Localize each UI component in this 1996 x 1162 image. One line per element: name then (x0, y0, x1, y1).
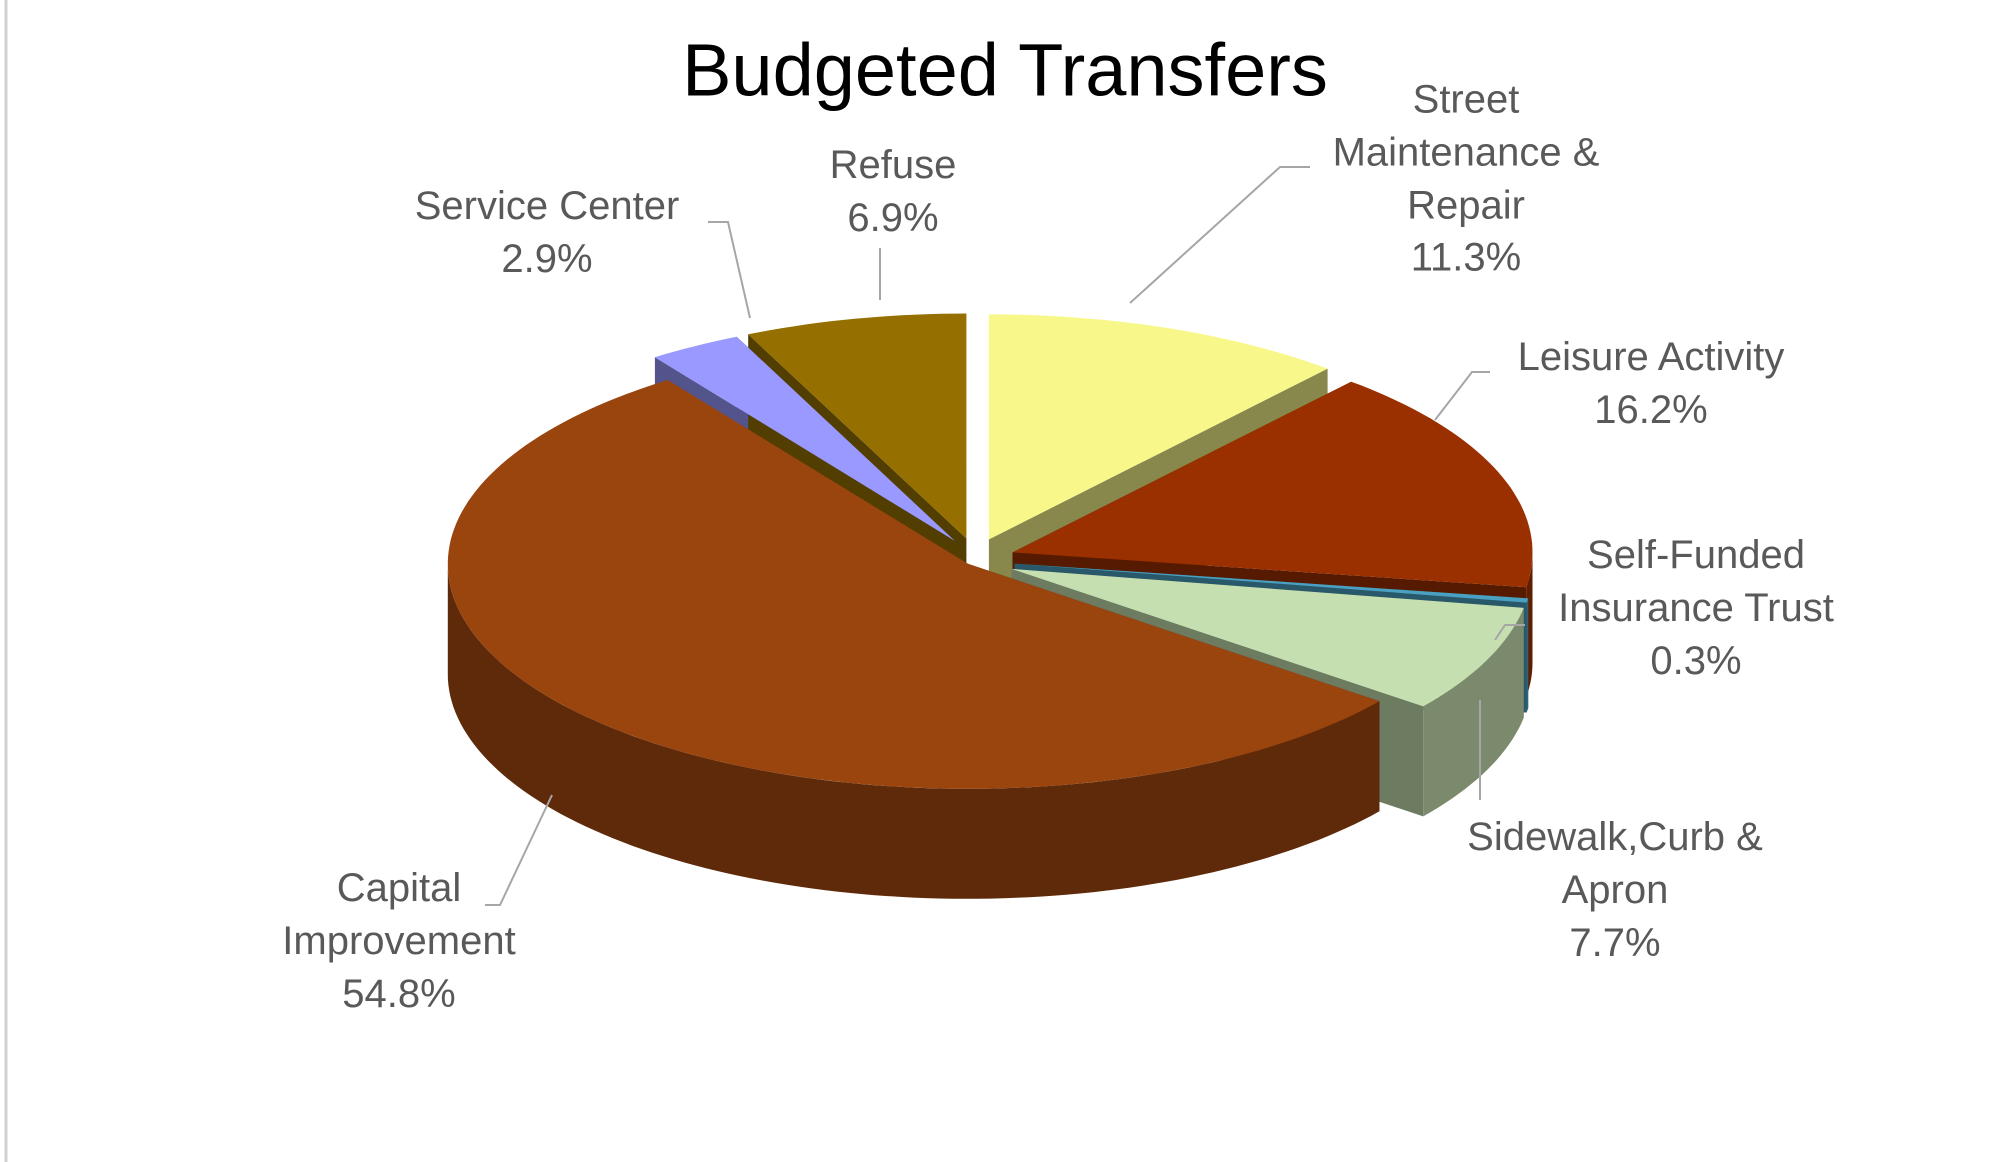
value-label: 16.2% (1594, 388, 1708, 432)
category-label: Sidewalk,Curb & Apron (1467, 814, 1763, 912)
slice (1014, 563, 1529, 603)
value-label: 6.9% (847, 196, 939, 240)
data-label: Sidewalk,Curb & Apron 7.7% (1430, 811, 1800, 969)
slice (447, 380, 1380, 789)
data-label: Capital Improvement 54.8% (274, 862, 524, 1020)
leader-line (708, 221, 751, 319)
leader-line (1434, 371, 1490, 421)
data-label: Self-Funded Insurance Trust 0.3% (1521, 529, 1871, 687)
data-label: Refuse 6.9% (743, 139, 1043, 245)
leader-line (1494, 624, 1525, 641)
slice-side (447, 563, 1380, 899)
slice-side (1423, 607, 1524, 817)
data-label: Leisure Activity 16.2% (1401, 331, 1901, 437)
slice (1012, 381, 1533, 588)
data-label: Street Maintenance & Repair 11.3% (1301, 73, 1631, 284)
category-label: Service Center (414, 184, 680, 229)
slice (654, 336, 955, 541)
leader-line (485, 794, 553, 906)
slice (748, 313, 967, 539)
value-label: 11.3% (1410, 235, 1522, 280)
data-label: Service Center 2.9% (347, 180, 747, 286)
category-label: Leisure Activity (1517, 335, 1785, 380)
slice (988, 314, 1328, 540)
value-label: 2.9% (501, 237, 593, 281)
category-label: Street Maintenance & Repair (1332, 77, 1600, 227)
chart-title: Budgeted Transfers (682, 28, 1328, 112)
value-label: 7.7% (1569, 920, 1661, 965)
leader-line (1129, 166, 1310, 304)
value-label: 0.3% (1650, 638, 1742, 683)
category-label: Refuse (829, 143, 957, 188)
category-label: Self-Funded Insurance Trust (1558, 532, 1834, 630)
slice-side (1526, 598, 1529, 713)
slice (1011, 568, 1524, 707)
value-label: 54.8% (342, 971, 456, 1016)
category-label: Capital Improvement (282, 865, 516, 963)
